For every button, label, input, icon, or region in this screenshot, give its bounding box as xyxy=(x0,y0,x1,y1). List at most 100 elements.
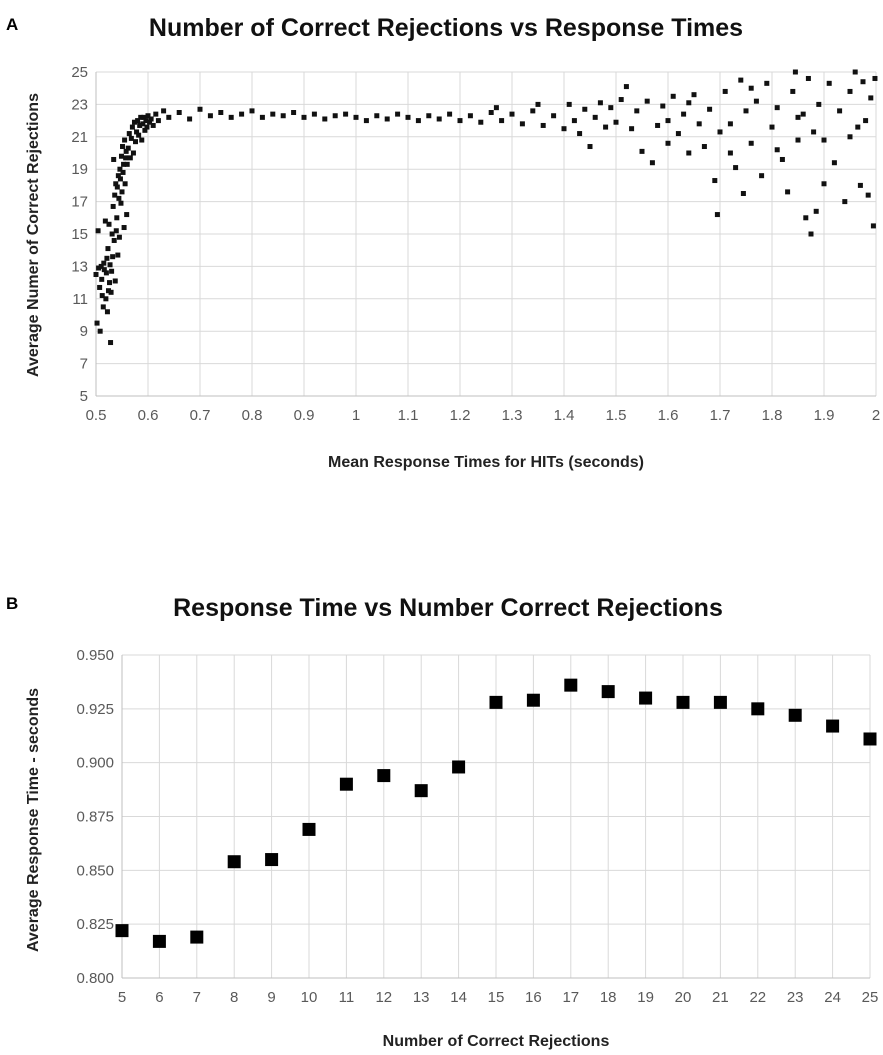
x-tick-label: 12 xyxy=(375,989,392,1006)
data-point xyxy=(113,228,119,234)
data-point xyxy=(96,265,102,271)
data-point xyxy=(414,784,428,798)
data-point xyxy=(109,268,115,274)
x-tick-label: 24 xyxy=(824,989,841,1006)
data-point xyxy=(681,111,687,117)
data-point xyxy=(623,84,629,90)
data-point xyxy=(332,113,338,119)
data-point xyxy=(103,296,109,302)
data-point xyxy=(190,930,204,944)
data-point xyxy=(714,212,720,218)
x-tick-label: 0.9 xyxy=(294,407,315,424)
chart-b-y-tick-labels: 0.800 0.825 0.850 0.875 0.900 0.925 0.950 xyxy=(76,647,114,987)
data-point xyxy=(855,124,861,130)
data-point xyxy=(353,114,359,120)
y-tick-label: 0.875 xyxy=(76,809,114,826)
data-point xyxy=(291,110,297,115)
data-point xyxy=(115,252,121,258)
data-point xyxy=(207,113,213,119)
y-tick-label: 7 xyxy=(80,356,88,373)
chart-a: A Number of Correct Rejections vs Respon… xyxy=(6,14,880,471)
x-tick-label: 14 xyxy=(450,989,467,1006)
chart-b-points xyxy=(115,678,877,948)
data-point xyxy=(123,155,129,161)
x-tick-label: 8 xyxy=(230,989,238,1006)
data-point xyxy=(116,195,122,201)
data-point xyxy=(670,93,676,99)
data-point xyxy=(675,131,681,137)
data-point xyxy=(530,108,536,114)
data-point xyxy=(805,75,811,81)
data-point xyxy=(187,116,193,122)
data-point xyxy=(125,145,131,151)
data-point xyxy=(872,75,878,81)
panel-label-b: B xyxy=(6,594,18,613)
data-point xyxy=(436,116,442,122)
data-point xyxy=(107,280,113,286)
data-point xyxy=(126,131,132,137)
data-point xyxy=(137,122,143,128)
data-point xyxy=(110,203,116,209)
y-tick-label: 13 xyxy=(71,258,88,275)
data-point xyxy=(144,124,150,130)
data-point xyxy=(322,116,328,122)
data-point xyxy=(727,121,733,127)
data-point xyxy=(98,263,104,269)
data-point xyxy=(129,124,135,130)
data-point xyxy=(147,119,153,125)
data-point xyxy=(280,113,286,119)
data-point xyxy=(769,124,775,130)
y-tick-label: 21 xyxy=(71,129,88,146)
data-point xyxy=(108,289,114,295)
data-point xyxy=(764,80,770,86)
data-point xyxy=(116,234,122,240)
data-point xyxy=(118,200,124,206)
data-point xyxy=(509,111,515,117)
data-point xyxy=(109,231,115,237)
data-point xyxy=(108,340,114,346)
data-point xyxy=(128,135,134,141)
data-point xyxy=(150,122,156,128)
data-point xyxy=(774,105,780,111)
x-tick-label: 13 xyxy=(413,989,430,1006)
data-point xyxy=(161,108,167,114)
data-point xyxy=(339,777,353,791)
data-point xyxy=(93,272,99,277)
data-point xyxy=(863,732,877,746)
data-point xyxy=(842,199,848,205)
data-point xyxy=(374,113,380,119)
data-point xyxy=(111,156,117,162)
x-tick-label: 1.2 xyxy=(450,407,471,424)
data-point xyxy=(613,119,619,125)
data-point xyxy=(795,137,801,143)
data-point xyxy=(218,110,224,115)
y-tick-label: 25 xyxy=(71,64,88,81)
data-point xyxy=(141,114,147,120)
data-point xyxy=(114,215,120,221)
data-point xyxy=(467,113,473,119)
data-point xyxy=(97,284,103,290)
data-point xyxy=(123,148,129,154)
y-tick-label: 11 xyxy=(72,291,88,308)
data-point xyxy=(665,118,671,124)
data-point xyxy=(566,101,572,107)
panel-label-a: A xyxy=(6,15,18,34)
data-point xyxy=(785,189,791,195)
data-point xyxy=(795,114,801,120)
chart-a-gridlines xyxy=(96,71,877,396)
chart-a-axes xyxy=(95,72,876,397)
chart-a-x-axis-title: Mean Response Times for HITs (seconds) xyxy=(328,454,644,471)
data-point xyxy=(99,293,105,299)
data-point xyxy=(701,144,707,150)
chart-a-points xyxy=(93,69,878,346)
data-point xyxy=(707,106,713,112)
data-point xyxy=(816,101,822,107)
data-point xyxy=(102,218,108,224)
x-tick-label: 1.3 xyxy=(502,407,523,424)
data-point xyxy=(110,254,116,260)
x-tick-label: 0.6 xyxy=(138,407,159,424)
data-point xyxy=(106,221,112,227)
data-point xyxy=(197,106,203,112)
data-point xyxy=(788,708,802,722)
chart-a-y-tick-labels: 5 7 9 11 13 15 17 19 21 23 25 xyxy=(71,64,88,405)
